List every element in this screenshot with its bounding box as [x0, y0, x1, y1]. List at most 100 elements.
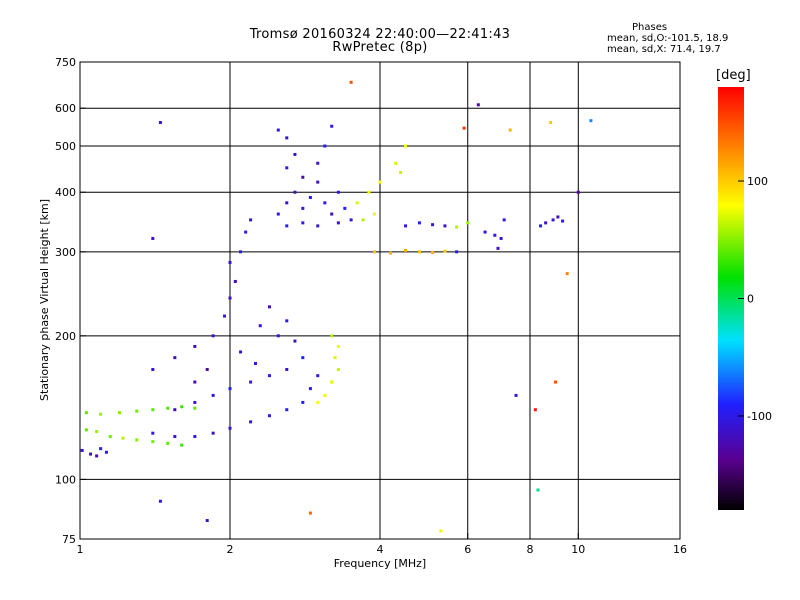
y-tick-label: 600 [55, 102, 76, 115]
data-point [267, 374, 271, 378]
data-point [403, 248, 407, 252]
data-point [253, 361, 257, 365]
data-point [316, 180, 320, 184]
data-point [258, 324, 262, 328]
x-tick-label: 8 [527, 543, 534, 556]
x-tick-label: 2 [227, 543, 234, 556]
data-point [466, 221, 470, 225]
data-point [233, 279, 237, 283]
data-point [173, 356, 177, 360]
data-point [589, 119, 593, 123]
data-point [276, 212, 280, 216]
colorbar-label: [deg] [716, 68, 751, 83]
chart-subtitle: RwPretec (8p) [332, 40, 428, 55]
data-point [330, 334, 334, 338]
x-tick-label: 16 [673, 543, 687, 556]
data-point [158, 499, 162, 503]
data-point [285, 166, 289, 170]
data-point [301, 206, 305, 210]
plot-grid [80, 62, 680, 539]
data-point [576, 190, 580, 194]
data-point [228, 387, 232, 391]
data-point [417, 250, 421, 254]
data-point [301, 221, 305, 225]
data-point [483, 230, 487, 234]
data-point [431, 251, 435, 255]
data-point [316, 400, 320, 404]
data-point [330, 124, 334, 128]
data-point [336, 190, 340, 194]
data-point [166, 441, 170, 445]
data-point [493, 233, 497, 237]
data-point [561, 219, 565, 223]
data-point [267, 305, 271, 309]
colorbar-tick-label: 100 [747, 175, 768, 188]
data-point [508, 128, 512, 132]
y-tick-label: 75 [62, 533, 76, 546]
data-point [84, 411, 88, 415]
data-point [496, 246, 500, 250]
data-point [228, 296, 232, 300]
data-point [135, 409, 139, 413]
chart-title: Tromsø 20160324 22:40:00—22:41:43 [249, 27, 511, 42]
x-tick-label: 10 [571, 543, 585, 556]
data-point [80, 448, 84, 452]
data-point [378, 180, 382, 184]
data-point [308, 511, 312, 515]
data-point [99, 412, 103, 416]
data-point [293, 339, 297, 343]
data-point [151, 431, 155, 435]
data-point [285, 136, 289, 140]
phases-stat-x: mean, sd,X: 71.4, 19.7 [607, 44, 721, 55]
data-point [211, 393, 215, 397]
y-tick-label: 500 [55, 140, 76, 153]
data-point [308, 387, 312, 391]
data-point [239, 250, 243, 254]
y-tick-label: 750 [55, 56, 76, 69]
data-point [443, 224, 447, 228]
data-point [293, 152, 297, 156]
data-point [336, 367, 340, 371]
data-points [80, 80, 593, 533]
data-point [293, 190, 297, 194]
data-point [394, 161, 398, 165]
data-point [135, 438, 139, 442]
data-point [166, 406, 170, 410]
y-axis-label: Stationary phase Virtual Height [km] [38, 199, 51, 401]
data-point [316, 374, 320, 378]
colorbar-tick-label: -100 [747, 410, 772, 423]
data-point [244, 230, 248, 234]
data-point [399, 170, 403, 174]
data-point [285, 224, 289, 228]
data-point [462, 126, 466, 130]
data-point [249, 420, 253, 424]
data-point [193, 435, 197, 439]
data-point [267, 414, 271, 418]
data-point [417, 221, 421, 225]
data-point [285, 319, 289, 323]
data-point [193, 400, 197, 404]
data-point [443, 249, 447, 253]
y-tick-label: 400 [55, 186, 76, 199]
data-point [502, 218, 506, 222]
data-point [439, 529, 443, 533]
data-point [276, 128, 280, 132]
data-point [476, 103, 480, 107]
data-point [193, 380, 197, 384]
data-point [301, 175, 305, 179]
data-point [533, 408, 537, 412]
data-point [336, 221, 340, 225]
data-point [180, 443, 184, 447]
data-point [205, 519, 209, 523]
data-point [308, 195, 312, 199]
data-point [539, 224, 543, 228]
data-point [151, 408, 155, 412]
data-point [301, 400, 305, 404]
data-point [499, 236, 503, 240]
data-point [228, 426, 232, 430]
data-point [323, 201, 327, 205]
data-point [565, 272, 569, 276]
data-point [285, 367, 289, 371]
y-tick-label: 300 [55, 246, 76, 259]
